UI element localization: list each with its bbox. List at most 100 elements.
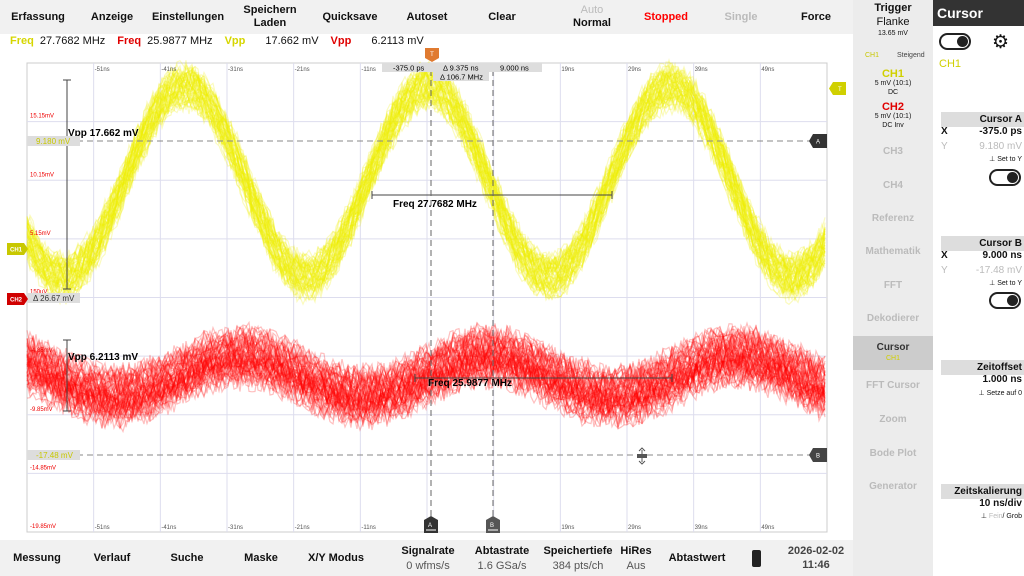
time-tick-label: -31ns [228,67,243,73]
cursor-enable-toggle[interactable] [939,33,971,50]
abtastrate-value: 1.6 GSa/s [477,559,527,572]
ch2-coupling: DC Inv [882,122,904,129]
zeitoffset-reset[interactable]: ⊥ Setze auf 0 [978,390,1022,397]
menu-anzeige[interactable]: Anzeige [90,10,134,23]
cursor-b-toggle[interactable] [989,292,1021,309]
ch1-trace [26,68,826,278]
run-stop-button[interactable]: Stopped [644,10,688,23]
cursor-a-x-value[interactable]: -375.0 ps [979,126,1022,137]
ch1-settings[interactable]: CH1 5 mV (10:1) DC [853,68,933,96]
cursor-a-y-label: Y [941,141,948,152]
cursor-panel: Cursor ⚙ CH1 Cursor A X -375.0 ps Y 9.180 … [933,0,1024,576]
trigger-type: Flanke [876,16,910,28]
time-tick-label: 19ns [561,525,574,531]
ch2-marker[interactable]: CH2 [7,293,28,305]
verlauf-button[interactable]: Verlauf [93,552,131,564]
bottom-bar: Messung Verlauf Suche Maske X/Y Modus Si… [0,540,853,576]
ch1-scale: 5 mV (10:1) [874,80,912,87]
ch2-trace [26,350,826,417]
ch1-trace [26,84,826,294]
sidebar-item-fft-cursor[interactable]: FFT Cursor [866,380,920,391]
fein-grob-toggle[interactable]: ⊥ Fein/ Grob [980,513,1022,520]
volt-tick-label: -14.85mV [30,465,56,471]
hires[interactable]: HiRes Aus [616,540,656,576]
time-tick-label: -41ns [161,67,176,73]
cursor-source-channel[interactable]: CH1 [939,58,962,70]
trigger-mode-button[interactable]: Auto Normal [562,4,622,30]
trigger-level-marker[interactable]: T [829,82,846,95]
clear-button[interactable]: Clear [488,10,516,23]
sidebar-item-mathematik[interactable]: Mathematik [865,246,921,257]
time-tick-label: 39ns [695,67,708,73]
ch1-trace [26,68,826,275]
ch2-trace [26,350,826,414]
speichertiefe[interactable]: Speichertiefe 384 pts/ch [540,540,616,576]
ch1-trace [26,76,826,287]
trigger-level: 13.65 mV [878,30,908,37]
sidebar-item-ch4[interactable]: CH4 [882,180,903,191]
suche-button[interactable]: Suche [170,552,204,564]
ch2-trace [26,331,826,396]
cursor-crosshair-handle-icon[interactable] [637,447,647,465]
menu-einstellungen[interactable]: Einstellungen [151,10,225,23]
ch2-trace [26,324,826,389]
cursor-a-x-marker[interactable]: A [424,516,438,533]
trigger-time-marker[interactable]: T [425,48,439,62]
sidebar-item-dekodierer[interactable]: Dekodierer [866,313,920,324]
cursor-b-set-to-y[interactable]: ⊥ Set to Y [989,280,1022,287]
trigger-section[interactable]: Trigger Flanke 13.65 mV [853,2,933,37]
ch1-trace [26,65,826,277]
ch2-trace [26,351,826,419]
menu-speichern-laden[interactable]: Speichern Laden [243,4,297,29]
ch2-trace [26,331,826,398]
ch1-trace [26,88,826,298]
cursor-b-y-marker[interactable]: B [809,448,827,462]
messung-button[interactable]: Messung [13,552,61,564]
sidebar-item-zoom[interactable]: Zoom [879,414,907,425]
ch2-trace [26,341,826,408]
ch2-trace [26,350,826,415]
sidebar-item-cursor[interactable]: Cursor CH1 [853,336,933,370]
ch1-trace [26,92,826,302]
ch2-trace [26,336,826,400]
ch2-vpp-value: 6.2113 mV [371,35,424,47]
sidebar-item-referenz[interactable]: Referenz [871,213,915,224]
ch2-settings[interactable]: CH2 5 mV (10:1) DC Inv [853,101,933,129]
abtastrate[interactable]: Abtastrate 1.6 GSa/s [466,540,538,576]
zeitskalierung-value[interactable]: 10 ns/div [979,498,1022,509]
single-button[interactable]: Single [724,10,758,23]
abtastwert-button[interactable]: Abtastwert [668,552,726,564]
quicksave-button[interactable]: Quicksave [322,10,378,23]
gear-icon[interactable]: ⚙ [992,32,1010,53]
ch1-marker[interactable]: CH1 [7,243,28,255]
cursor-a-y-marker[interactable]: A [809,134,827,148]
cursor-b-x-marker[interactable]: B [486,516,500,533]
sidebar-item-fft[interactable]: FFT [883,280,903,291]
sidebar-item-generator[interactable]: Generator [869,481,917,492]
xy-modus-button[interactable]: X/Y Modus [307,552,365,564]
cursor-b-x-value[interactable]: 9.000 ns [982,250,1022,261]
volt-tick-label: 15.15mV [30,114,54,120]
sidebar-item-ch3[interactable]: CH3 [882,146,903,157]
time-tick-label: -21ns [295,67,310,73]
usb-drive-icon[interactable] [752,550,761,567]
ch2-trace [26,359,826,424]
menu-erfassung[interactable]: Erfassung [11,10,65,23]
zeitoffset-value[interactable]: 1.000 ns [982,374,1022,385]
ch2-trace [26,343,826,408]
force-button[interactable]: Force [801,10,831,23]
ch2-trace [26,346,826,411]
ch2-trace [26,362,826,431]
freq1-label: Freq 27.7682 MHz [393,199,477,210]
cursor-a-toggle[interactable] [989,169,1021,186]
volt-tick-label: 5.15mV [30,231,51,237]
waveform-display[interactable]: -51ns -51ns -41ns -41ns -31ns -31ns -21ns -21ns… [0,48,853,540]
hand-icon: ⊥ [989,156,998,163]
ch2-trace [26,357,826,424]
ch2-trace [26,358,826,425]
maske-button[interactable]: Maske [244,552,278,564]
cursor-a-set-to-y[interactable]: ⊥ Set to Y [989,156,1022,163]
autoset-button[interactable]: Autoset [406,10,448,23]
sidebar-item-bode-plot[interactable]: Bode Plot [869,448,917,459]
mode-normal: Normal [573,17,611,29]
